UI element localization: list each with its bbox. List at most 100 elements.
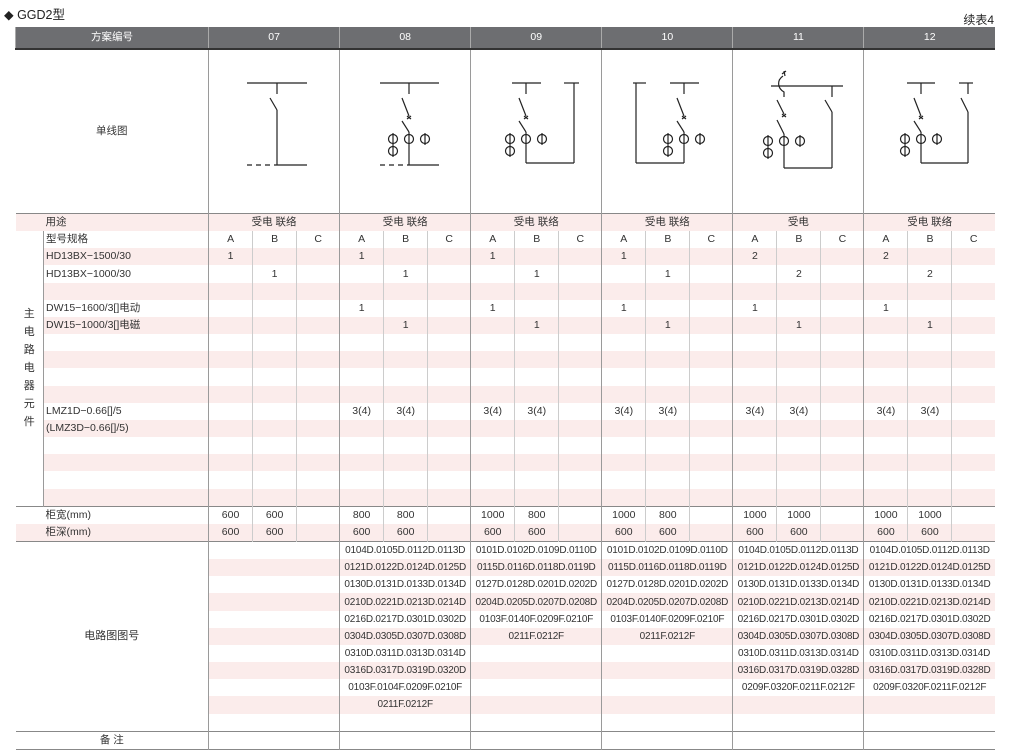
element-qty-08-C [427, 368, 471, 386]
depth-value-11: 600 [776, 523, 821, 542]
element-label [44, 471, 209, 488]
element-qty-07-A [208, 419, 253, 438]
circuit-number-09 [470, 662, 602, 680]
element-qty-09-C [558, 437, 602, 455]
element-qty-09-A [470, 265, 515, 283]
element-qty-09-A [470, 368, 515, 386]
element-qty-10-A [601, 316, 646, 335]
element-row: HD13BX−1000/30 1 1 1 1 2 2 [16, 265, 995, 283]
element-qty-07-C [296, 488, 340, 507]
usage-09: 受电 联络 [470, 213, 602, 232]
circuit-number-09: 0211F.0212F [470, 627, 602, 645]
vertical-label-char: 件 [23, 415, 35, 428]
usage-10: 受电 联络 [601, 213, 733, 232]
element-qty-09-C [558, 385, 602, 403]
width-value-09: 800 [514, 505, 559, 524]
element-qty-08-A [339, 471, 384, 489]
element-qty-11-C [820, 454, 864, 472]
element-qty-12-A [863, 334, 908, 352]
element-qty-09-A: 1 [470, 299, 515, 317]
circuit-number-10: 0127D.0128D.0201D.0202D [601, 576, 733, 594]
vertical-label-char: 元 [23, 397, 35, 410]
element-qty-08-C [427, 299, 471, 317]
element-qty-12-C [951, 334, 995, 352]
depth-label: 柜深(mm) [43, 523, 209, 542]
blank-cell [15, 505, 44, 524]
remarks-07 [208, 730, 340, 750]
element-qty-12-C [951, 471, 995, 489]
element-qty-11-B [776, 437, 821, 455]
element-qty-07-A: A [208, 231, 253, 249]
element-qty-07-B [252, 299, 297, 317]
element-qty-11-A: A [732, 231, 777, 249]
depth-value-11 [820, 523, 864, 542]
element-qty-11-B [776, 454, 821, 472]
single-line-diagram-09 [470, 49, 602, 214]
width-value-10: 800 [645, 505, 690, 524]
element-qty-09-A: 3(4) [470, 402, 515, 420]
element-qty-11-C [820, 402, 864, 420]
depth-value-08: 600 [339, 523, 384, 542]
usage-12: 受电 联络 [863, 213, 995, 232]
element-qty-09-A [470, 316, 515, 335]
element-qty-11-B [776, 299, 821, 317]
element-qty-08-C [427, 402, 471, 420]
circuit-number-09 [470, 713, 602, 732]
element-qty-08-A [339, 334, 384, 352]
element-qty-12-A [863, 471, 908, 489]
circuit-number-07 [208, 627, 340, 645]
element-qty-09-C [558, 419, 602, 438]
element-qty-12-B [907, 334, 952, 352]
circuit-number-10 [601, 696, 733, 714]
width-value-11 [820, 505, 864, 524]
element-qty-11-A [732, 265, 777, 283]
diagram-label: 单线图 [96, 125, 128, 137]
section-title: ◆ GGD2型 [4, 8, 66, 22]
element-qty-08-A [339, 316, 384, 335]
element-qty-11-B: 2 [776, 265, 821, 283]
circuit-diagram-icon [900, 82, 974, 164]
width-value-08: 800 [339, 505, 384, 524]
element-qty-07-B: 1 [252, 265, 297, 283]
element-qty-11-C [820, 316, 864, 335]
element-qty-10-A [601, 385, 646, 403]
element-qty-10-B [645, 385, 690, 403]
circuit-number-12: 0130D.0131D.0133D.0134D [863, 576, 995, 594]
element-qty-09-A [470, 334, 515, 352]
circuit-number-11: 0130D.0131D.0133D.0134D [732, 576, 864, 594]
circuit-row: 0316D.0317D.0319D.0320D 0316D.0317D.0319D… [16, 662, 995, 680]
element-qty-08-B [383, 488, 428, 507]
element-qty-10-C [689, 368, 733, 386]
element-qty-12-B [907, 351, 952, 369]
circuit-number-08: 0210D.0221D.0213D.0214D [339, 593, 471, 611]
element-qty-12-B [907, 282, 952, 300]
element-qty-07-A [208, 282, 253, 300]
element-qty-07-B [252, 419, 297, 438]
element-row: DW15−1600/3[]电动 1 1 1 1 1 [16, 299, 995, 317]
element-qty-10-B: 3(4) [645, 402, 690, 420]
element-qty-09-B [514, 385, 559, 403]
element-qty-08-B [383, 419, 428, 438]
element-qty-08-B [383, 385, 428, 403]
single-line-diagram-08 [339, 49, 471, 214]
element-qty-09-B: B [514, 231, 559, 249]
element-qty-11-A [732, 334, 777, 352]
circuit-number-08: 0310D.0311D.0313D.0314D [339, 644, 471, 663]
element-qty-10-B [645, 419, 690, 438]
single-line-diagram-11 [732, 49, 864, 214]
width-value-11: 1000 [732, 505, 777, 524]
element-qty-10-B: 1 [645, 316, 690, 335]
element-label: (LMZ3D−0.66[]/5) [43, 419, 209, 438]
element-qty-09-B: 1 [514, 316, 559, 335]
element-qty-07-A [208, 351, 253, 369]
circuit-row: 0210D.0221D.0213D.0214D 0204D.0205D.0207D… [16, 593, 995, 611]
element-qty-07-B [252, 248, 297, 266]
element-qty-08-A: 1 [339, 299, 384, 317]
circuit-number-08: 0316D.0317D.0319D.0320D [339, 662, 471, 680]
width-value-10 [689, 505, 733, 524]
element-qty-10-B [645, 334, 690, 352]
element-qty-10-C [689, 488, 733, 507]
element-qty-10-B [645, 299, 690, 317]
remarks-11 [732, 730, 864, 750]
element-qty-09-B [514, 437, 559, 455]
